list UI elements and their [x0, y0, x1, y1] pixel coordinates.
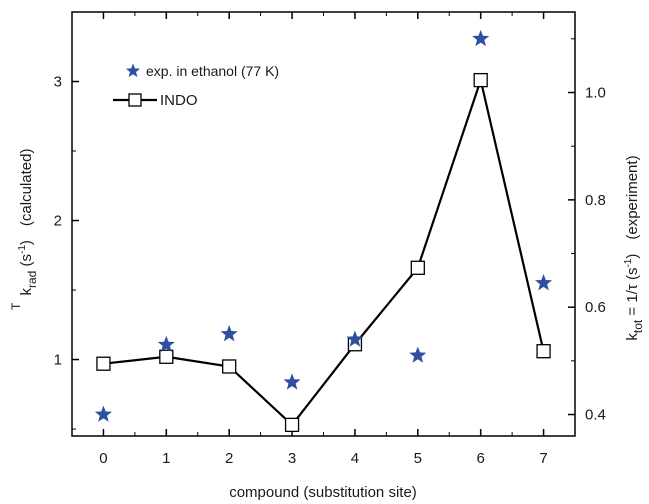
left-tick-label: 2 [54, 213, 62, 230]
right-label-note: (experiment) [624, 155, 641, 239]
right-label-close: ) [624, 254, 641, 259]
x-tick-label: 4 [351, 450, 359, 467]
exp-star-marker [94, 405, 112, 422]
left-axis-label: krad (s-1) (calculated) T [9, 149, 39, 310]
x-tick-label: 6 [477, 450, 485, 467]
indo-square-marker [96, 356, 111, 371]
exp-star-marker [535, 274, 553, 291]
legend-entry-indo [113, 93, 157, 107]
legend-label-exp: exp. in ethanol (77 K) [146, 63, 279, 79]
legend-square-icon [128, 93, 142, 107]
indo-square-marker [159, 349, 174, 364]
left-tick-label: 3 [54, 74, 62, 91]
right-tick-label: 0.8 [585, 192, 606, 209]
left-label-sub: rad [25, 271, 39, 288]
left-label-main: k [18, 287, 35, 295]
indo-square-marker [222, 359, 237, 374]
svg-text:krad (s-1)(calculated): krad (s-1) (calculated) [17, 149, 39, 296]
left-label-rest: (s [18, 254, 35, 271]
indo-square-marker [284, 417, 300, 433]
x-tick-label: 1 [162, 450, 170, 467]
right-label-unit-sup: -1 [623, 258, 634, 267]
left-label-sup: T [9, 302, 23, 310]
exp-star-marker [409, 346, 427, 363]
right-axis-label: ktot = 1/τ (s-1) (experiment) [623, 155, 645, 340]
right-label-rest: = 1/τ (s [624, 268, 641, 320]
indo-square-marker [536, 344, 551, 359]
right-tick-label: 0.6 [585, 299, 606, 316]
exp-star-marker [283, 373, 301, 390]
x-tick-label: 7 [539, 450, 547, 467]
right-tick-label: 1.0 [585, 85, 606, 102]
svg-text:ktot = 1/τ (s-1)(experiment): ktot = 1/τ (s-1) (experiment) [623, 155, 645, 340]
exp-star-marker [220, 325, 238, 342]
right-axis: 0.4 0.6 0.8 1.0 [568, 38, 606, 424]
x-tick-label: 2 [225, 450, 233, 467]
indo-series-line [103, 76, 545, 427]
x-axis-label: compound (substitution site) [229, 484, 417, 501]
right-tick-label: 0.4 [585, 407, 606, 424]
left-axis: 1 2 3 [54, 11, 79, 430]
legend-star-icon [125, 63, 141, 78]
x-tick-label: 5 [414, 450, 422, 467]
x-tick-label: 0 [99, 450, 107, 467]
right-label-main: k [624, 333, 641, 341]
legend: exp. in ethanol (77 K) INDO [113, 63, 279, 109]
exp-star-marker [472, 29, 490, 47]
left-label-unit-sup: -1 [17, 245, 28, 254]
exp-star-marker [346, 330, 364, 347]
x-axis: 0 1 2 3 4 5 6 7 [99, 12, 548, 467]
left-label-note: (calculated) [18, 149, 35, 227]
series-layer [94, 29, 553, 433]
legend-entry-exp [125, 63, 141, 78]
legend-label-indo: INDO [160, 92, 198, 109]
left-label-close: ) [18, 240, 35, 245]
indo-square-marker [410, 260, 425, 275]
indo-square-marker [473, 72, 488, 88]
exp-star-marker [157, 335, 175, 353]
x-tick-label: 3 [288, 450, 296, 467]
right-label-sub: tot [631, 319, 645, 333]
left-tick-label: 1 [54, 352, 62, 369]
